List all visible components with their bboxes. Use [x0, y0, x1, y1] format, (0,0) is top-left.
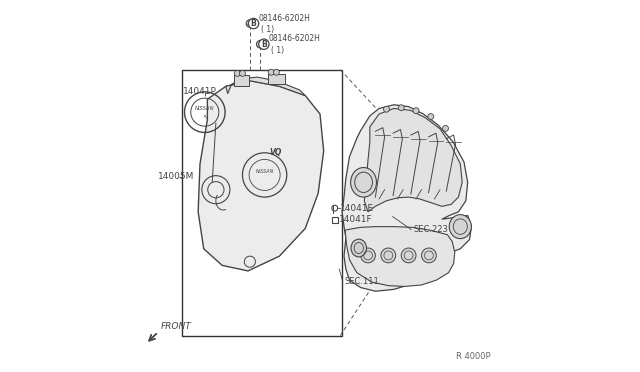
- Text: 14041E: 14041E: [340, 203, 374, 213]
- Circle shape: [234, 70, 240, 76]
- Bar: [182, 70, 342, 336]
- Text: VQ: VQ: [269, 148, 282, 157]
- Text: R 4000P: R 4000P: [456, 352, 490, 361]
- Circle shape: [383, 106, 389, 112]
- Circle shape: [246, 20, 253, 27]
- Text: SEC.111: SEC.111: [345, 278, 380, 286]
- Polygon shape: [364, 109, 462, 212]
- Text: B: B: [251, 19, 257, 28]
- Text: 14005M: 14005M: [158, 172, 195, 181]
- Circle shape: [360, 248, 376, 263]
- Polygon shape: [226, 77, 305, 96]
- Circle shape: [257, 41, 264, 48]
- Circle shape: [398, 105, 404, 111]
- Circle shape: [428, 113, 434, 119]
- Circle shape: [273, 69, 280, 75]
- Text: 08146-6202H: 08146-6202H: [259, 14, 310, 23]
- Bar: [234, 75, 249, 86]
- Circle shape: [422, 248, 436, 263]
- Text: NISSAN: NISSAN: [195, 106, 214, 111]
- Text: ( 1): ( 1): [261, 25, 274, 34]
- Text: 14041P: 14041P: [182, 87, 216, 96]
- Text: FRONT: FRONT: [161, 322, 192, 331]
- Text: SEC.223: SEC.223: [413, 225, 448, 234]
- Text: ( 1): ( 1): [271, 45, 284, 55]
- Text: 08146-6202H: 08146-6202H: [269, 35, 321, 44]
- Ellipse shape: [351, 239, 367, 257]
- Polygon shape: [198, 81, 324, 271]
- Ellipse shape: [351, 167, 376, 197]
- Bar: [268, 74, 285, 84]
- Circle shape: [259, 39, 269, 49]
- Text: NISSAN: NISSAN: [255, 169, 274, 174]
- Polygon shape: [345, 227, 455, 286]
- Text: B: B: [261, 40, 267, 49]
- Circle shape: [443, 125, 449, 131]
- Circle shape: [401, 248, 416, 263]
- Circle shape: [248, 18, 259, 29]
- Circle shape: [413, 108, 419, 113]
- Circle shape: [268, 69, 274, 75]
- Text: 14041F: 14041F: [339, 215, 372, 224]
- Ellipse shape: [449, 215, 472, 238]
- Polygon shape: [342, 105, 472, 291]
- Text: ∿: ∿: [202, 113, 208, 119]
- Circle shape: [381, 248, 396, 263]
- Circle shape: [239, 70, 245, 76]
- Bar: [332, 217, 338, 223]
